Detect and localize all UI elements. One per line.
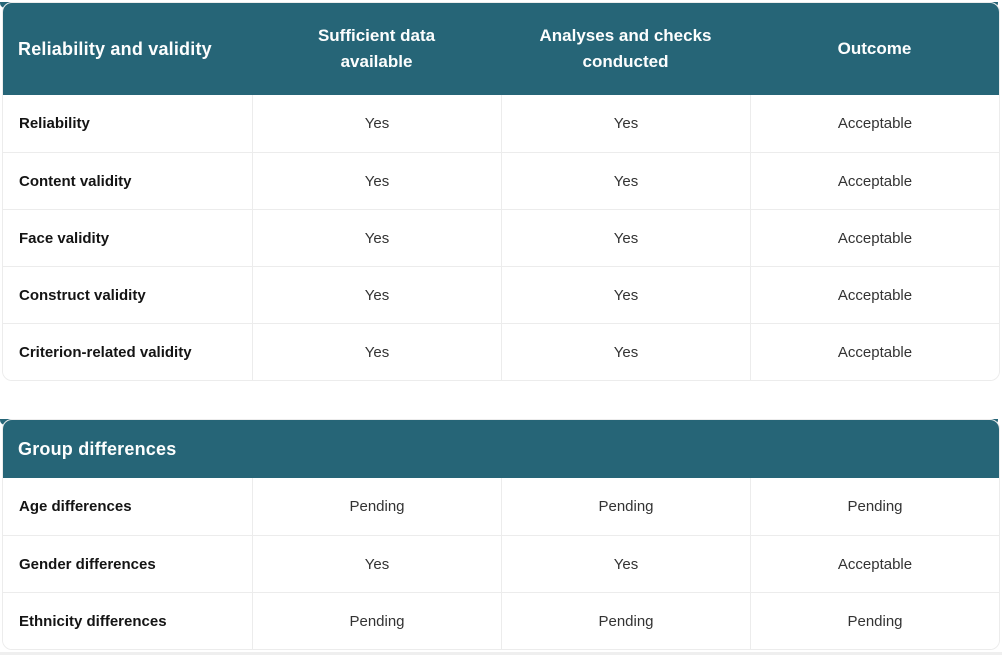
row-label: Criterion-related validity [19, 343, 192, 361]
row-label: Reliability [19, 115, 90, 132]
table-row: Ethnicity differences Pending Pending Pe… [3, 592, 999, 649]
row-label: Age differences [19, 498, 132, 515]
table-row: Construct validity Yes Yes Acceptable [3, 266, 999, 323]
cell-value: Acceptable [750, 95, 999, 152]
cell-value: Yes [501, 267, 750, 323]
table-row: Age differences Pending Pending Pending [3, 478, 999, 535]
cell-value: Yes [252, 324, 501, 380]
table-row: Reliability Yes Yes Acceptable [3, 95, 999, 152]
cell-value: Yes [501, 153, 750, 209]
row-label: Content validity [19, 172, 132, 190]
row-label: Ethnicity differences [19, 612, 167, 630]
table-title: Group differences [18, 438, 177, 459]
cell-value: Yes [252, 267, 501, 323]
row-label: Face validity [19, 229, 110, 247]
cell-value: Pending [750, 478, 999, 535]
table-row: Criterion-related validity Yes Yes Accep… [3, 323, 999, 380]
row-label: Gender differences [19, 555, 156, 573]
cell-value: Yes [252, 95, 501, 152]
cell-value: Acceptable [750, 267, 999, 323]
table-header-row: Group differences [3, 420, 999, 478]
cell-value: Pending [252, 478, 501, 535]
bottom-edge-strip [0, 652, 1002, 655]
cell-value: Acceptable [750, 210, 999, 266]
row-label: Construct validity [19, 286, 146, 304]
cell-value: Acceptable [750, 153, 999, 209]
cell-value: Pending [501, 478, 750, 535]
column-header: Analyses and checks conducted [539, 25, 712, 71]
cell-value: Acceptable [750, 536, 999, 592]
table-body: Age differences Pending Pending Pending … [3, 478, 999, 649]
table-row: Face validity Yes Yes Acceptable [3, 209, 999, 266]
cell-value: Acceptable [750, 324, 999, 380]
table-title: Reliability and validity [18, 38, 212, 59]
cell-value: Pending [252, 593, 501, 649]
cell-value: Pending [501, 593, 750, 649]
cell-value: Yes [252, 536, 501, 592]
table-body: Reliability Yes Yes Acceptable Content v… [3, 95, 999, 380]
report-section: Group differences Age differences Pendin… [0, 419, 1002, 650]
table-card: Reliability and validity Sufficient data… [2, 2, 1000, 381]
table-header-row: Reliability and validity Sufficient data… [3, 3, 999, 95]
cell-value: Pending [750, 593, 999, 649]
cell-value: Yes [501, 210, 750, 266]
report-section: Reliability and validity Sufficient data… [0, 2, 1002, 381]
table-row: Content validity Yes Yes Acceptable [3, 152, 999, 209]
cell-value: Yes [252, 153, 501, 209]
table-card: Group differences Age differences Pendin… [2, 419, 1000, 650]
cell-value: Yes [501, 324, 750, 380]
column-header: Sufficient data available [317, 25, 436, 71]
cell-value: Yes [501, 536, 750, 592]
table-row: Gender differences Yes Yes Acceptable [3, 535, 999, 592]
column-header: Outcome [837, 38, 912, 58]
cell-value: Yes [252, 210, 501, 266]
cell-value: Yes [501, 95, 750, 152]
